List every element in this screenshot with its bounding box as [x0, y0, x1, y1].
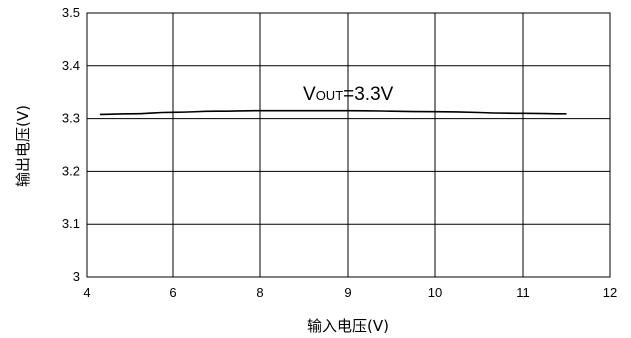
x-tick-label: 6: [169, 285, 176, 300]
grid: [87, 13, 610, 277]
annotation-subscript: OUT: [316, 88, 344, 103]
y-tick-label: 3.1: [62, 216, 80, 231]
x-tick-label: 11: [516, 285, 530, 300]
x-tick-label: 8: [256, 285, 263, 300]
x-axis-label: 输入电压(V): [307, 317, 389, 335]
x-tick-label: 9: [344, 285, 351, 300]
annotation-main: V: [303, 84, 316, 105]
y-tick-label: 3.2: [62, 163, 80, 178]
y-tick-label: 3.4: [62, 58, 80, 73]
y-tick-label: 3.3: [62, 111, 80, 126]
y-axis-label: 输出电压(V): [14, 105, 32, 187]
series-line: [99, 109, 567, 116]
annotation-label: VOUT=3.3V: [303, 84, 394, 105]
x-ticks: 4 6 8 9 10 11 12: [83, 285, 617, 300]
x-tick-label: 10: [428, 285, 442, 300]
y-ticks: 3 3.1 3.2 3.3 3.4 3.5: [62, 5, 80, 284]
y-tick-label: 3.5: [62, 5, 80, 20]
plot-frame: [86, 12, 611, 278]
x-tick-label: 12: [603, 285, 617, 300]
x-tick-label: 4: [83, 285, 90, 300]
annotation-rest: =3.3V: [343, 84, 394, 105]
y-tick-label: 3: [73, 269, 80, 284]
